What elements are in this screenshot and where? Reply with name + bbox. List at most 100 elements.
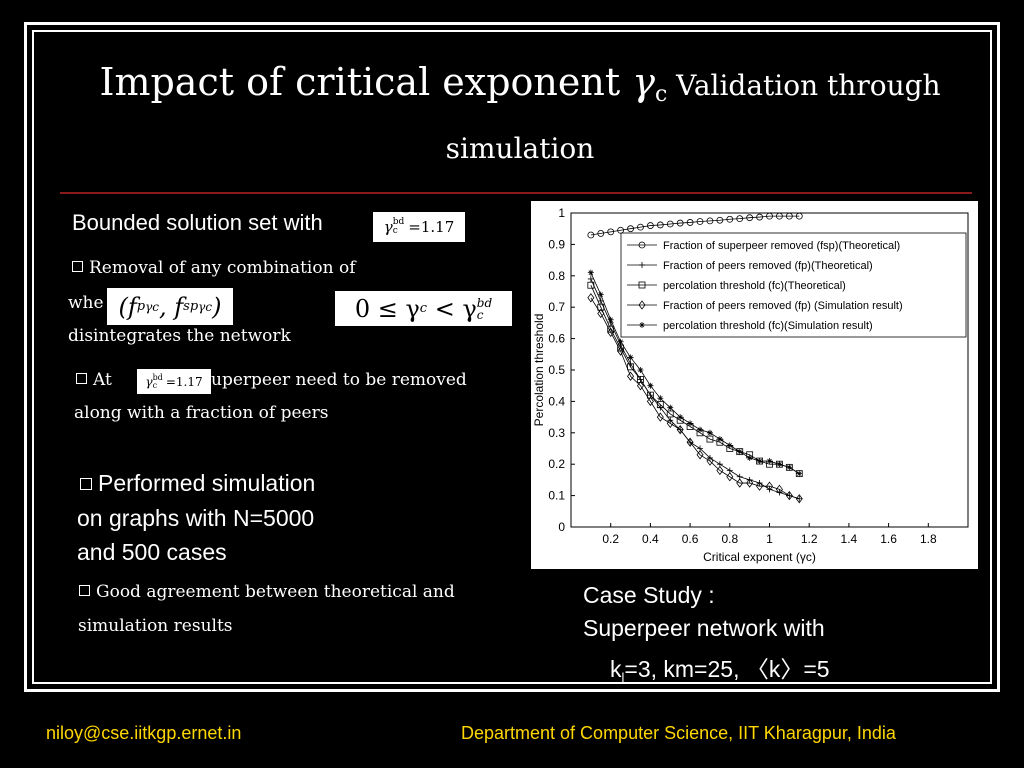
marker-circle [686,219,694,226]
marker-circle [587,231,595,239]
x-tick-label: 0.6 [682,532,699,546]
marker-star [776,461,783,468]
marker-diamond [666,418,674,429]
y-axis-label: Percolation threshold [532,314,546,427]
bounded-gamma: γ [383,218,393,236]
marker-plus [706,454,713,461]
marker-circle [597,230,605,237]
marker-diamond [638,300,646,310]
bounded-label: Bounded solution set with [72,210,323,235]
marker-circle [607,228,615,236]
bounded-sub: c [392,226,398,236]
bullet-1-line3: disintegrates the network [68,326,291,346]
marker-star [607,316,614,323]
bullet-2-suffix: uperpeer need to be removed [211,370,467,390]
marker-diamond [617,346,625,356]
case-study-k: k [610,656,622,682]
marker-diamond [656,412,664,422]
marker-star [677,414,684,421]
y-tick-label: 0.6 [548,332,565,346]
marker-diamond [676,424,684,435]
x-tick-label: 1.8 [920,532,937,546]
x-tick-label: 0.8 [721,532,738,546]
title-sub: c [654,82,668,107]
x-tick-label: 1 [766,532,773,546]
fp-fsp-formula-text: (f [118,292,137,321]
series-line-2 [590,285,800,474]
series-line-4 [590,272,800,474]
y-tick-label: 0.8 [548,269,565,283]
x-axis-label: Critical exponent (γc) [703,550,816,564]
marker-square [706,435,714,443]
marker-star [627,354,634,361]
marker-diamond [587,293,595,303]
marker-square [597,303,605,311]
marker-star [697,426,704,433]
bullet-4-text: Good agreement between theoretical and [96,582,455,602]
marker-plus [597,297,604,304]
marker-circle [627,225,634,233]
slide-frame-outer [24,22,1000,692]
marker-star [796,470,803,477]
marker-star [756,458,763,465]
marker-star [667,404,674,411]
marker-diamond [646,396,654,407]
marker-circle [785,212,793,220]
case-study-k-sub: l [621,670,625,685]
marker-square [638,281,646,289]
marker-star [657,395,664,402]
bullet-3-text: Performed simulation [98,470,316,496]
marker-square [656,401,664,408]
marker-circle [706,217,714,225]
case-study-line1: Case Study : [583,582,715,608]
y-tick-label: 0.4 [548,394,565,408]
bounded-formula-small: γ bd c =1.17 [137,369,211,394]
marker-circle [795,212,803,220]
marker-star [637,367,644,373]
y-tick-label: 1 [558,206,565,220]
legend-label: percolation threshold (fc)(Simulation re… [663,320,873,332]
marker-circle [756,213,763,221]
bullet-4-line1: Good agreement between theoretical and [79,582,455,602]
marker-diamond [607,327,615,337]
y-tick-label: 0 [558,520,565,534]
marker-star [736,448,743,455]
bullet-4-line2: simulation results [78,616,233,636]
marker-circle [746,214,754,222]
case-study-line3: kl=3, km=25, 〈k〉=5 [610,650,830,685]
y-tick-label: 0.7 [548,300,565,314]
case-study-params: =3, km=25, 〈k〉=5 [624,656,830,682]
marker-diamond [726,472,734,482]
percolation-chart: 0 0.1 0.2 0.3 0.4 0.5 0.6 0.7 0.8 0.9 1 0.2 0.4 0.6 0.… [531,201,978,569]
marker-square [627,363,634,371]
marker-diamond [696,450,704,460]
title-divider [60,192,972,194]
y-tick-label: 0.9 [548,237,565,251]
slide-frame-inner [32,30,992,684]
y-tick-label: 0.5 [548,363,565,377]
bullet-2-at: At [93,370,112,390]
marker-plus [766,486,773,493]
marker-square [587,281,595,289]
slide-title: Impact of critical exponent γc Validatio… [40,60,1000,108]
bullet-2-line2: along with a fraction of peers [74,403,329,423]
marker-circle [637,223,644,231]
checkbox-bullet-icon [72,261,83,272]
y-tick-label: 0.3 [548,426,565,440]
marker-star [639,322,645,328]
marker-diamond [766,481,773,491]
marker-square [666,410,674,418]
series-line-3 [590,297,800,500]
y-tick-label: 0.1 [548,489,565,503]
marker-circle [676,219,684,227]
marker-diamond [775,484,783,494]
marker-star [716,436,723,443]
marker-diamond [706,456,714,466]
marker-circle [638,241,646,249]
marker-plus [796,495,803,502]
marker-circle [736,215,744,223]
legend-label: Fraction of peers removed (fp) (Simulati… [663,300,903,312]
marker-circle [696,218,704,225]
x-tick-label: 0.2 [602,532,619,546]
marker-diamond [795,494,803,504]
